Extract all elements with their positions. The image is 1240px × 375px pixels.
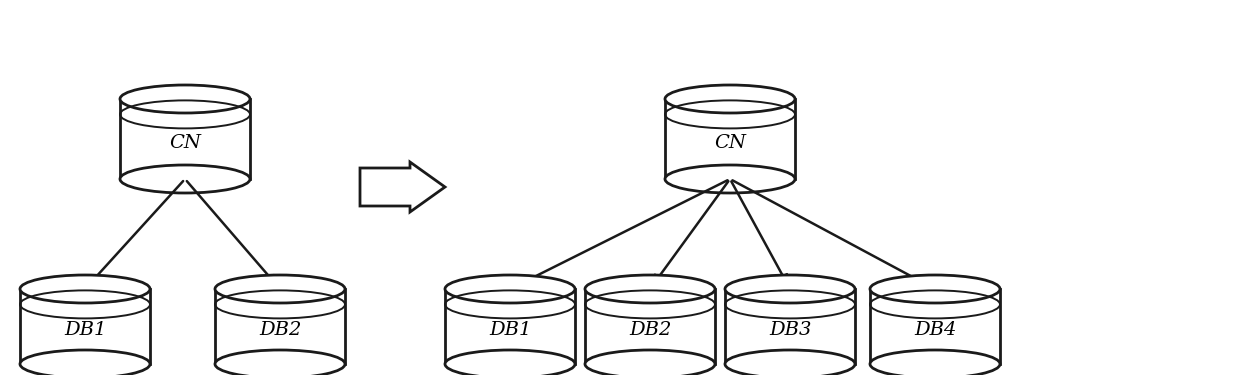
Ellipse shape (585, 350, 715, 375)
Text: DB4: DB4 (914, 321, 956, 339)
FancyBboxPatch shape (215, 289, 345, 364)
Text: CN: CN (714, 134, 746, 152)
FancyBboxPatch shape (445, 289, 575, 364)
Ellipse shape (445, 350, 575, 375)
Ellipse shape (120, 165, 250, 193)
Ellipse shape (665, 85, 795, 113)
Ellipse shape (870, 275, 999, 303)
Ellipse shape (120, 85, 250, 113)
Ellipse shape (870, 350, 999, 375)
Text: DB1: DB1 (63, 321, 107, 339)
Ellipse shape (665, 165, 795, 193)
Ellipse shape (20, 350, 150, 375)
FancyBboxPatch shape (870, 289, 999, 364)
FancyBboxPatch shape (120, 99, 250, 179)
Polygon shape (360, 162, 445, 212)
Ellipse shape (445, 275, 575, 303)
FancyBboxPatch shape (585, 289, 715, 364)
Text: DB3: DB3 (769, 321, 811, 339)
Ellipse shape (20, 275, 150, 303)
Text: DB2: DB2 (259, 321, 301, 339)
FancyBboxPatch shape (20, 289, 150, 364)
FancyBboxPatch shape (725, 289, 856, 364)
Ellipse shape (215, 275, 345, 303)
Text: CN: CN (169, 134, 201, 152)
Text: DB1: DB1 (489, 321, 531, 339)
Text: DB2: DB2 (629, 321, 671, 339)
FancyBboxPatch shape (665, 99, 795, 179)
Ellipse shape (725, 275, 856, 303)
Ellipse shape (215, 350, 345, 375)
Ellipse shape (725, 350, 856, 375)
Ellipse shape (585, 275, 715, 303)
